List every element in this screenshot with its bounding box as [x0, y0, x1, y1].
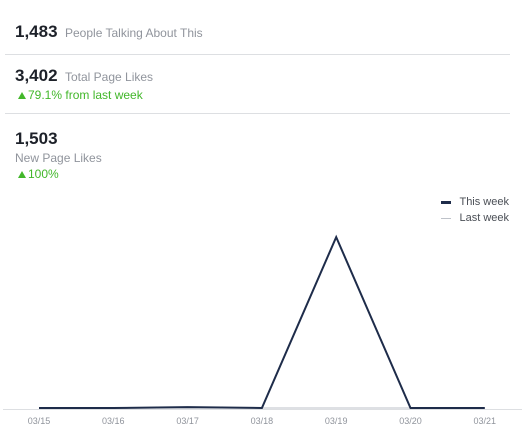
- people-talking-label: People Talking About This: [65, 26, 203, 40]
- legend-item-last-week: Last week: [441, 210, 509, 226]
- stat-people-talking: 1,483 People Talking About This: [15, 22, 512, 42]
- x-tick-label: 03/19: [325, 416, 348, 426]
- legend-swatch-last-week: [441, 217, 452, 219]
- up-triangle-icon: [18, 92, 26, 99]
- x-tick-label: 03/16: [102, 416, 125, 426]
- new-likes-value: 1,503: [15, 129, 58, 148]
- total-likes-value: 3,402: [15, 66, 58, 85]
- new-likes-change: 100%: [18, 167, 512, 181]
- up-triangle-icon: [18, 171, 26, 178]
- people-talking-value: 1,483: [15, 22, 58, 41]
- x-tick-label: 03/15: [28, 416, 51, 426]
- stat-total-page-likes: 3,402 Total Page Likes 79.1% from last w…: [15, 66, 512, 102]
- legend-swatch-this-week: [441, 200, 452, 204]
- x-tick-label: 03/20: [399, 416, 422, 426]
- legend-label-this-week: This week: [459, 196, 509, 208]
- divider: [5, 54, 510, 55]
- x-tick-label: 03/18: [251, 416, 274, 426]
- total-likes-label: Total Page Likes: [65, 70, 154, 84]
- legend-item-this-week: This week: [441, 194, 509, 210]
- new-likes-label: New Page Likes: [15, 151, 102, 165]
- legend-label-last-week: Last week: [459, 212, 509, 224]
- x-tick-label: 03/17: [176, 416, 199, 426]
- chart-legend: This week Last week: [441, 194, 509, 226]
- new-likes-change-text: 100%: [28, 167, 59, 181]
- x-tick-label: 03/21: [474, 416, 497, 426]
- total-likes-change: 79.1% from last week: [18, 88, 512, 102]
- series-line-this-week: [39, 234, 485, 410]
- stat-new-page-likes: 1,503 New Page Likes 100%: [15, 129, 512, 181]
- likes-line-chart: 03/15 03/16 03/17 03/18 03/19 03/20 03/21: [3, 234, 522, 426]
- total-likes-change-text: 79.1% from last week: [28, 88, 143, 102]
- divider: [5, 113, 510, 114]
